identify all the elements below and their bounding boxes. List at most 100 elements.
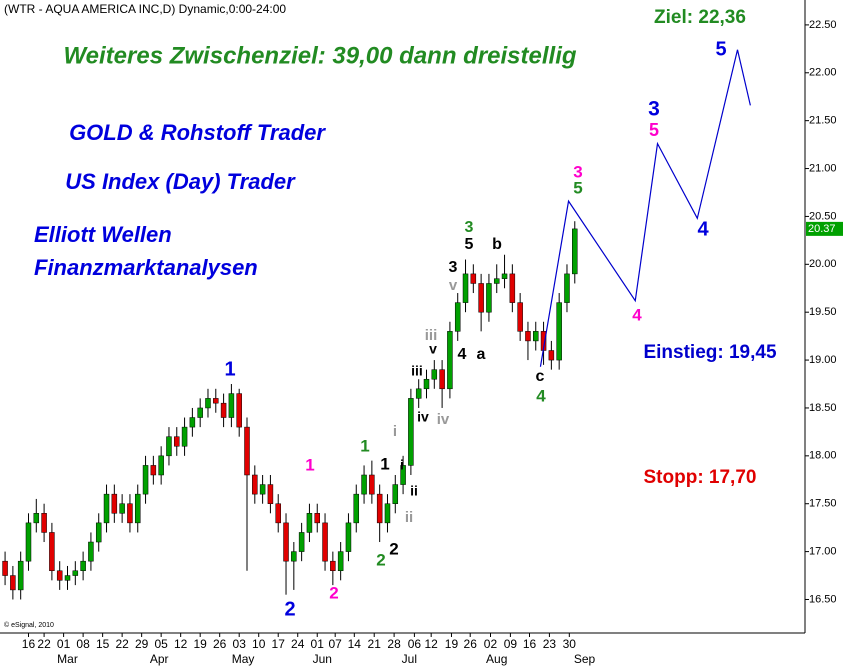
wave-label: 5 xyxy=(573,178,582,197)
candle-body xyxy=(486,283,492,313)
y-tick-label: 20.50 xyxy=(809,210,837,222)
candle-body xyxy=(103,493,110,524)
month-label: Jun xyxy=(313,652,332,666)
wave-label: a xyxy=(477,346,486,363)
wave-label: 1 xyxy=(224,358,235,380)
candle-body xyxy=(454,302,461,332)
x-tick-label: 08 xyxy=(76,637,90,651)
wave-label: b xyxy=(492,236,502,253)
x-tick-label: 24 xyxy=(291,637,305,651)
x-tick-label: 16 xyxy=(523,637,537,651)
last-price: 20.37 xyxy=(808,223,836,235)
candle-body xyxy=(470,273,477,284)
candle-body xyxy=(283,522,289,562)
wave-label: 3 xyxy=(573,162,582,181)
candle-body xyxy=(49,532,55,572)
wave-label: 3 xyxy=(648,98,660,121)
x-tick-label: 29 xyxy=(135,637,149,651)
y-tick-label: 21.00 xyxy=(809,162,837,174)
x-tick-label: 02 xyxy=(484,637,498,651)
candle-body xyxy=(353,493,360,524)
month-label: Jul xyxy=(402,652,417,666)
candle-body xyxy=(197,407,203,418)
candle-body xyxy=(252,474,258,495)
candle-body xyxy=(10,575,16,591)
candle-body xyxy=(423,378,430,390)
candle-body xyxy=(127,503,133,524)
candle-body xyxy=(439,369,445,390)
candle-body xyxy=(80,560,86,572)
forecast-line xyxy=(539,49,751,367)
candle-body xyxy=(236,393,242,428)
candle-body xyxy=(2,560,8,576)
wave-label: iv xyxy=(417,409,429,425)
candle-body xyxy=(533,331,539,342)
x-tick-label: 23 xyxy=(543,637,557,651)
wave-label: 3 xyxy=(449,259,458,276)
candle-body xyxy=(415,388,422,399)
candle-body xyxy=(17,560,24,591)
x-tick-label: 01 xyxy=(57,637,71,651)
candle-body xyxy=(548,350,555,361)
wave-label: iv xyxy=(437,411,450,428)
credit: © eSignal, 2010 xyxy=(4,621,54,629)
candle-body xyxy=(376,493,383,524)
x-tick-label: 06 xyxy=(408,637,422,651)
x-tick-label: 15 xyxy=(96,637,110,651)
x-tick-label: 22 xyxy=(37,637,51,651)
header: (WTR - AQUA AMERICA INC,D) Dynamic,0:00-… xyxy=(4,2,286,16)
x-tick-label: 05 xyxy=(154,637,168,651)
wave-label: 4 xyxy=(697,218,709,240)
candle-body xyxy=(64,575,71,581)
x-tick-label: 22 xyxy=(115,637,129,651)
wave-label: v xyxy=(429,341,437,357)
candle-body xyxy=(322,522,328,562)
candle-body xyxy=(134,493,141,524)
y-tick-label: 19.00 xyxy=(809,354,837,366)
candle-body xyxy=(361,474,367,495)
annotation: Stopp: 17,70 xyxy=(644,467,757,488)
wave-label: iii xyxy=(425,327,438,344)
x-tick-label: 07 xyxy=(329,637,343,651)
wave-label: 1 xyxy=(360,436,369,455)
month-label: May xyxy=(232,652,255,666)
candle-body xyxy=(166,436,172,457)
y-tick-label: 22.50 xyxy=(809,19,837,31)
x-tick-label: 09 xyxy=(504,637,518,651)
candle-body xyxy=(392,484,399,504)
wave-label: 4 xyxy=(632,305,642,324)
wave-label: 5 xyxy=(649,120,659,140)
candle-body xyxy=(330,560,336,572)
candle-body xyxy=(564,273,570,303)
last-price-box xyxy=(806,221,843,236)
candle-body xyxy=(259,484,266,495)
candle-body xyxy=(306,513,313,533)
y-tick-label: 16.50 xyxy=(809,593,837,605)
wave-label: 4 xyxy=(458,346,467,363)
candle-body xyxy=(400,465,406,485)
candle-body xyxy=(408,398,414,466)
annotation: GOLD & Rohstoff Trader xyxy=(69,120,326,145)
candle-body xyxy=(462,273,469,303)
candle-body xyxy=(556,302,562,361)
x-tick-label: 30 xyxy=(563,637,577,651)
candle-body xyxy=(447,331,453,390)
x-tick-label: 19 xyxy=(193,637,207,651)
x-tick-label: 28 xyxy=(387,637,401,651)
candle-body xyxy=(95,522,102,543)
y-tick-label: 20.00 xyxy=(809,258,837,270)
candle-body xyxy=(384,503,391,524)
candle-body xyxy=(509,273,516,303)
candle-body xyxy=(345,522,352,552)
candle-body xyxy=(72,570,79,576)
wave-label: 5 xyxy=(465,236,474,253)
x-tick-label: 17 xyxy=(272,637,286,651)
candle-body xyxy=(314,513,320,524)
candle-body xyxy=(337,551,344,572)
x-tick-label: 21 xyxy=(368,637,382,651)
wave-label: v xyxy=(449,277,458,294)
month-label: Mar xyxy=(57,652,78,666)
x-tick-label: 14 xyxy=(348,637,362,651)
y-tick-label: 18.00 xyxy=(809,450,837,462)
